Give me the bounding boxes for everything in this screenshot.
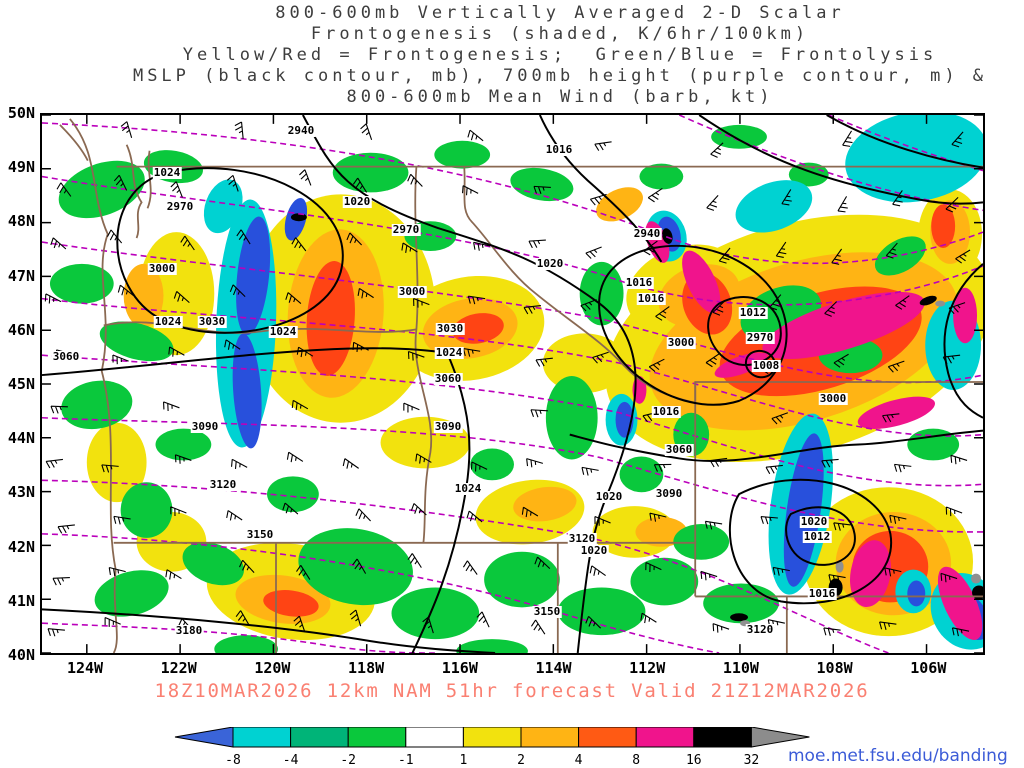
frontogenesis-extreme-shading bbox=[632, 221, 983, 640]
lon-label: 110W bbox=[722, 659, 759, 677]
frontolysis-weak-shading bbox=[49, 124, 960, 653]
colorbar-tick-label: 2 bbox=[517, 753, 525, 768]
axis-ticks bbox=[42, 115, 983, 653]
colorbar-tick-label: 32 bbox=[744, 753, 760, 768]
lat-label: 42N bbox=[7, 537, 35, 556]
mslp-contours bbox=[42, 115, 983, 653]
lat-label: 45N bbox=[7, 375, 35, 393]
lon-label: 106W bbox=[910, 659, 947, 677]
title-line-3: Yellow/Red = Frontogenesis; Green/Blue =… bbox=[182, 45, 938, 65]
lat-label: 50N bbox=[7, 104, 35, 122]
lon-label: 122W bbox=[160, 659, 197, 677]
title-line-2: Frontogenesis (shaded, K/6hr/100km) bbox=[310, 24, 810, 44]
lat-label: 41N bbox=[7, 591, 35, 610]
map-frame: 2940 1016 1024 1020 2970 2970 2940 1020 3000 1016… bbox=[40, 113, 985, 655]
lon-label: 120W bbox=[254, 659, 291, 677]
lon-label: 114W bbox=[535, 659, 572, 677]
colorbar-tick-label: 1 bbox=[459, 753, 467, 768]
frontogenesis-map bbox=[42, 115, 983, 653]
lon-label: 108W bbox=[816, 659, 853, 677]
lon-label: 112W bbox=[629, 659, 666, 677]
colorbar-tick-label: -8 bbox=[225, 753, 241, 768]
forecast-info: 18Z10MAR2026 12km NAM 51hr forecast Vali… bbox=[154, 680, 870, 702]
state-borders bbox=[59, 118, 983, 653]
longitude-axis: 124W 122W 120W 118W 116W 114W 112W 110W 108W 106W bbox=[40, 659, 985, 679]
website-link[interactable]: moe.met.fsu.edu/banding bbox=[788, 746, 1008, 766]
colorbar-tick-label: 4 bbox=[575, 753, 583, 768]
colorbar: -8 -4 -2 -1 1 2 4 8 16 32 bbox=[162, 726, 822, 768]
colorbar-tick-label: -4 bbox=[283, 753, 299, 768]
colorbar-scale: -8 -4 -2 -1 1 2 4 8 16 32 bbox=[174, 726, 810, 768]
colorbar-tick-label: 16 bbox=[686, 753, 702, 768]
lon-label: 118W bbox=[348, 659, 385, 677]
title-line-4: MSLP (black contour, mb), 700mb height (… bbox=[132, 66, 988, 86]
lat-label: 48N bbox=[7, 212, 35, 231]
colorbar-tick-label: -2 bbox=[340, 753, 356, 768]
lat-label: 46N bbox=[7, 320, 35, 339]
colorbar-tick-label: -1 bbox=[398, 753, 414, 768]
lon-label: 124W bbox=[66, 659, 104, 677]
lat-label: 49N bbox=[7, 158, 35, 177]
lat-label: 43N bbox=[7, 483, 35, 502]
lat-label: 47N bbox=[7, 266, 35, 285]
title-line-5: 800-600mb Mean Wind (barb, kt) bbox=[346, 87, 774, 107]
latitude-axis: 50N 49N 48N 47N 46N 45N 44N 43N 42N 41N 40N bbox=[0, 104, 37, 664]
lon-label: 116W bbox=[441, 659, 478, 677]
chart-title-block: 800-600mb Vertically Averaged 2-D Scalar… bbox=[96, 3, 1024, 108]
lat-label: 44N bbox=[7, 429, 35, 448]
lat-label: 40N bbox=[7, 646, 35, 664]
wind-barbs bbox=[44, 121, 971, 637]
colorbar-tick-label: 8 bbox=[632, 753, 640, 768]
title-line-1: 800-600mb Vertically Averaged 2-D Scalar bbox=[275, 3, 845, 23]
